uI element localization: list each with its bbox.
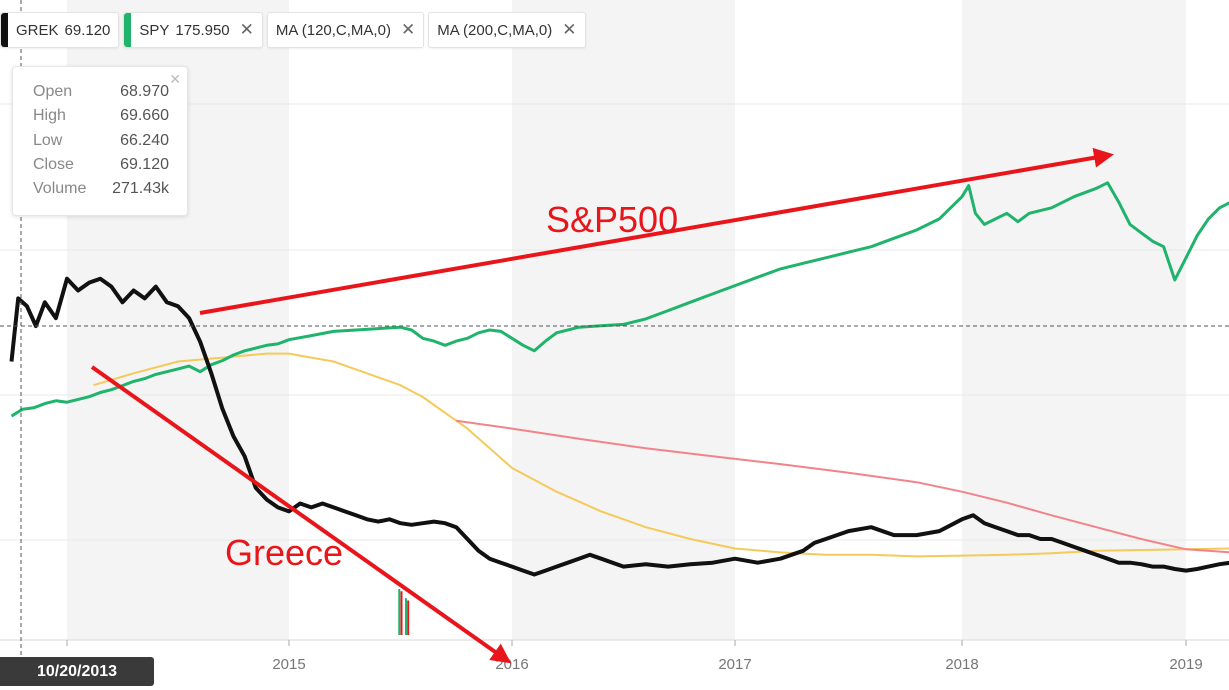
legend-chip-ma120[interactable]: MA (120,C,MA,0) ✕ <box>266 12 425 48</box>
legend-chip-spy[interactable]: SPY 175.950 ✕ <box>123 12 263 48</box>
tooltip-value: 69.120 <box>120 156 169 173</box>
year-band <box>962 0 1186 640</box>
tooltip-row-volume: Volume 271.43k <box>33 180 169 198</box>
greece-label: Greece <box>225 532 343 573</box>
x-tick-label: 2019 <box>1169 656 1202 673</box>
tooltip-row-close: Close 69.120 <box>33 156 169 174</box>
ohlc-tooltip: ✕ Open 68.970 High 69.660 Low 66.240 Clo… <box>12 66 188 216</box>
ma200-series-line <box>456 419 1229 554</box>
grek-series-line <box>9 276 1229 577</box>
tooltip-label: Open <box>33 83 73 100</box>
legend-symbol: SPY <box>139 21 170 39</box>
x-tick-label: 2015 <box>272 656 305 673</box>
tooltip-value: 68.970 <box>120 83 169 100</box>
legend-chip-grek[interactable]: GREK 69.120 <box>0 12 120 48</box>
legend-symbol: GREK <box>16 21 59 39</box>
x-tick-label: 2016 <box>495 656 528 673</box>
tooltip-row-open: Open 68.970 <box>33 83 169 101</box>
legend-symbol: MA (200,C,MA,0) <box>437 21 553 39</box>
legend-value: 175.950 <box>175 21 230 39</box>
x-tick-label: 2017 <box>718 656 751 673</box>
legend-chip-ma200[interactable]: MA (200,C,MA,0) ✕ <box>428 12 586 48</box>
tooltip-value: 271.43k <box>112 180 169 197</box>
grek-color-swatch <box>1 13 8 47</box>
ma120-series-line <box>93 352 1229 558</box>
tooltip-label: High <box>33 107 66 124</box>
spy-series-line <box>10 181 1229 418</box>
tooltip-value: 69.660 <box>120 107 169 124</box>
volume-bar <box>404 598 407 635</box>
legend-bar: GREK 69.120 SPY 175.950 ✕ MA (120,C,MA,0… <box>0 12 590 48</box>
x-tick-label: 2018 <box>945 656 978 673</box>
close-icon[interactable]: ✕ <box>400 20 416 39</box>
volume-bar <box>400 591 403 635</box>
tooltip-row-low: Low 66.240 <box>33 132 169 150</box>
tooltip-label: Volume <box>33 180 87 197</box>
legend-value: 69.120 <box>64 21 111 39</box>
tooltip-label: Low <box>33 132 63 149</box>
close-icon[interactable]: ✕ <box>562 20 577 39</box>
tooltip-row-high: High 69.660 <box>33 107 169 125</box>
greece-arrow <box>90 365 512 664</box>
crosshair-date-label: 10/20/2013 <box>0 657 154 686</box>
close-icon[interactable]: ✕ <box>169 71 181 87</box>
tooltip-label: Close <box>33 156 74 173</box>
spy-color-swatch <box>124 13 132 47</box>
volume-bar <box>407 600 410 635</box>
legend-symbol: MA (120,C,MA,0) <box>275 21 391 39</box>
sp500-arrow <box>199 147 1114 315</box>
volume-bar <box>398 589 401 635</box>
tooltip-value: 66.240 <box>120 132 169 149</box>
sp500-label: S&P500 <box>546 199 678 240</box>
close-icon[interactable]: ✕ <box>239 20 254 39</box>
year-band <box>512 0 735 640</box>
